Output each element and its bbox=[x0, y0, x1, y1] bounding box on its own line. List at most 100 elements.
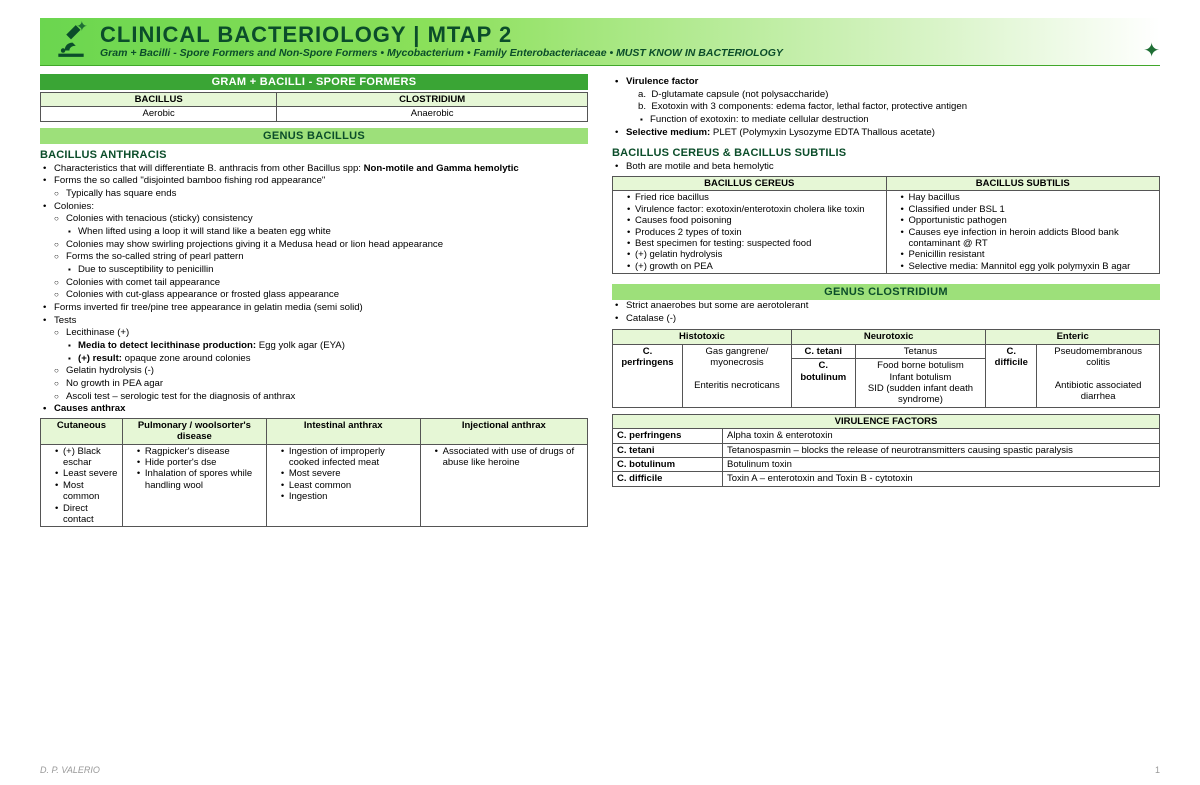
list-item: Characteristics that will differentiate … bbox=[40, 163, 588, 176]
banner-subtitle: Gram + Bacilli - Spore Formers and Non-S… bbox=[100, 47, 1160, 59]
list-item: Both are motile and beta hemolytic bbox=[612, 161, 1160, 174]
td: Aerobic bbox=[41, 107, 277, 121]
list-item: Lecithinase (+) bbox=[40, 327, 588, 340]
sparkle-icon: ✦ bbox=[1143, 38, 1160, 63]
td: C. difficile bbox=[613, 472, 723, 486]
list-item: (+) gelatin hydrolysis bbox=[627, 249, 882, 260]
th: Injectional anthrax bbox=[420, 418, 587, 444]
microscope-icon bbox=[52, 22, 90, 60]
list-item: (+) growth on PEA bbox=[627, 261, 882, 272]
list-item: Selective medium: PLET (Polymyxin Lysozy… bbox=[612, 127, 1160, 140]
list-item: Function of exotoxin: to mediate cellula… bbox=[612, 114, 1160, 127]
td: C. botulinum bbox=[791, 359, 855, 408]
th: Cutaneous bbox=[41, 418, 123, 444]
th: BACILLUS bbox=[41, 93, 277, 107]
list-item: Fried rice bacillus bbox=[627, 192, 882, 203]
list-item: Associated with use of drugs of abuse li… bbox=[435, 446, 583, 469]
bacillus-clostridium-table: BACILLUSCLOSTRIDIUM AerobicAnaerobic bbox=[40, 92, 588, 122]
virulence-factors-table: VIRULENCE FACTORS C. perfringensAlpha to… bbox=[612, 414, 1160, 487]
species-header-anthracis: BACILLUS ANTHRACIS bbox=[40, 149, 588, 161]
list-item: Least severe bbox=[55, 468, 118, 479]
sub-a: a. D-glutamate capsule (not polysacchari… bbox=[612, 89, 1160, 102]
section-bar-genus-bacillus: GENUS BACILLUS bbox=[40, 128, 588, 144]
clostridium-classification-table: Histotoxic Neurotoxic Enteric C. perfrin… bbox=[612, 329, 1160, 407]
list-item: Classified under BSL 1 bbox=[901, 204, 1156, 215]
td: Toxin A – enterotoxin and Toxin B - cyto… bbox=[723, 472, 1160, 486]
td: Associated with use of drugs of abuse li… bbox=[420, 444, 587, 527]
th: Neurotoxic bbox=[791, 330, 985, 344]
anthrax-types-table: Cutaneous Pulmonary / woolsorter's disea… bbox=[40, 418, 588, 528]
td: Botulinum toxin bbox=[723, 457, 1160, 471]
td: C. difficile bbox=[986, 344, 1037, 407]
list-item: Penicillin resistant bbox=[901, 249, 1156, 260]
td: Tetanus bbox=[855, 344, 986, 358]
list-item: Causes eye infection in heroin addicts B… bbox=[901, 227, 1156, 250]
list-item: Virulence factor bbox=[612, 76, 1160, 89]
list-item: (+) result: opaque zone around colonies bbox=[40, 353, 588, 366]
td: C. botulinum bbox=[613, 457, 723, 471]
list-item: Ingestion bbox=[281, 491, 416, 502]
left-column: GRAM + BACILLI - SPORE FORMERS BACILLUSC… bbox=[40, 74, 588, 531]
banner-title: CLINICAL BACTERIOLOGY | MTAP 2 bbox=[100, 18, 1160, 48]
th: Enteric bbox=[986, 330, 1160, 344]
list-item: Most severe bbox=[281, 468, 416, 479]
list-item: Colonies with comet tail appearance bbox=[40, 277, 588, 290]
list-item: Forms inverted fir tree/pine tree appear… bbox=[40, 302, 588, 315]
list-item: Opportunistic pathogen bbox=[901, 215, 1156, 226]
th: Histotoxic bbox=[613, 330, 792, 344]
td: Pseudomembranous colitis Antibiotic asso… bbox=[1037, 344, 1160, 407]
list-item: Catalase (-) bbox=[612, 313, 1160, 326]
list-item: Least common bbox=[281, 480, 416, 491]
footer-page: 1 bbox=[1155, 765, 1160, 775]
list-item: Ascoli test – serologic test for the dia… bbox=[40, 391, 588, 404]
td: Anaerobic bbox=[277, 107, 588, 121]
list-item: (+) Black eschar bbox=[55, 446, 118, 469]
list-item: Produces 2 types of toxin bbox=[627, 227, 882, 238]
list-item: Most common bbox=[55, 480, 118, 503]
list-item: No growth in PEA agar bbox=[40, 378, 588, 391]
species-header-cereus-subtilis: BACILLUS CEREUS & BACILLUS SUBTILIS bbox=[612, 147, 1160, 159]
list-item: Colonies with tenacious (sticky) consist… bbox=[40, 213, 588, 226]
th: BACILLUS CEREUS bbox=[613, 176, 887, 190]
td: Hay bacillusClassified under BSL 1Opport… bbox=[886, 191, 1160, 274]
td: C. tetani bbox=[613, 443, 723, 457]
list-item: Colonies may show swirling projections g… bbox=[40, 239, 588, 252]
th: Intestinal anthrax bbox=[266, 418, 420, 444]
td: C. perfringens bbox=[613, 344, 683, 407]
td: Tetanospasmin – blocks the release of ne… bbox=[723, 443, 1160, 457]
list-item: Forms the so-called string of pearl patt… bbox=[40, 251, 588, 264]
list-item: Media to detect lecithinase production: … bbox=[40, 340, 588, 353]
td: Gas gangrene/ myonecrosis Enteritis necr… bbox=[682, 344, 791, 407]
td: Alpha toxin & enterotoxin bbox=[723, 429, 1160, 443]
td: C. tetani bbox=[791, 344, 855, 358]
anthracis-list: Characteristics that will differentiate … bbox=[40, 163, 588, 188]
section-bar-spore-formers: GRAM + BACILLI - SPORE FORMERS bbox=[40, 74, 588, 90]
list-item: Colonies with cut-glass appearance or fr… bbox=[40, 289, 588, 302]
list-item: Ragpicker's disease bbox=[137, 446, 262, 457]
list-item: Causes food poisoning bbox=[627, 215, 882, 226]
list-item: Forms the so called "disjointed bamboo f… bbox=[40, 175, 588, 188]
page-banner: ✦ CLINICAL BACTERIOLOGY | MTAP 2 Gram + … bbox=[40, 18, 1160, 66]
td: Food borne botulism Infant botulism SID … bbox=[855, 359, 986, 408]
th: VIRULENCE FACTORS bbox=[613, 414, 1160, 428]
th: Pulmonary / woolsorter's disease bbox=[122, 418, 266, 444]
th: CLOSTRIDIUM bbox=[277, 93, 588, 107]
th: BACILLUS SUBTILIS bbox=[886, 176, 1160, 190]
list-item: Direct contact bbox=[55, 503, 118, 526]
content-columns: GRAM + BACILLI - SPORE FORMERS BACILLUSC… bbox=[40, 74, 1160, 531]
td: Ingestion of improperly cooked infected … bbox=[266, 444, 420, 527]
footer-author: D. P. VALERIO bbox=[40, 765, 100, 775]
list-item: Ingestion of improperly cooked infected … bbox=[281, 446, 416, 469]
cereus-subtilis-table: BACILLUS CEREUS BACILLUS SUBTILIS Fried … bbox=[612, 176, 1160, 274]
list-item: Strict anaerobes but some are aerotolera… bbox=[612, 300, 1160, 313]
list-item: Selective media: Mannitol egg yolk polym… bbox=[901, 261, 1156, 272]
list-item: Causes anthrax bbox=[40, 403, 588, 416]
list-item: When lifted using a loop it will stand l… bbox=[40, 226, 588, 239]
td: Fried rice bacillusVirulence factor: exo… bbox=[613, 191, 887, 274]
list-item: Colonies: bbox=[40, 201, 588, 214]
list-item: Gelatin hydrolysis (-) bbox=[40, 365, 588, 378]
list-item: Typically has square ends bbox=[40, 188, 588, 201]
list-item: Best specimen for testing: suspected foo… bbox=[627, 238, 882, 249]
td: C. perfringens bbox=[613, 429, 723, 443]
right-column: Virulence factor a. D-glutamate capsule … bbox=[612, 74, 1160, 531]
